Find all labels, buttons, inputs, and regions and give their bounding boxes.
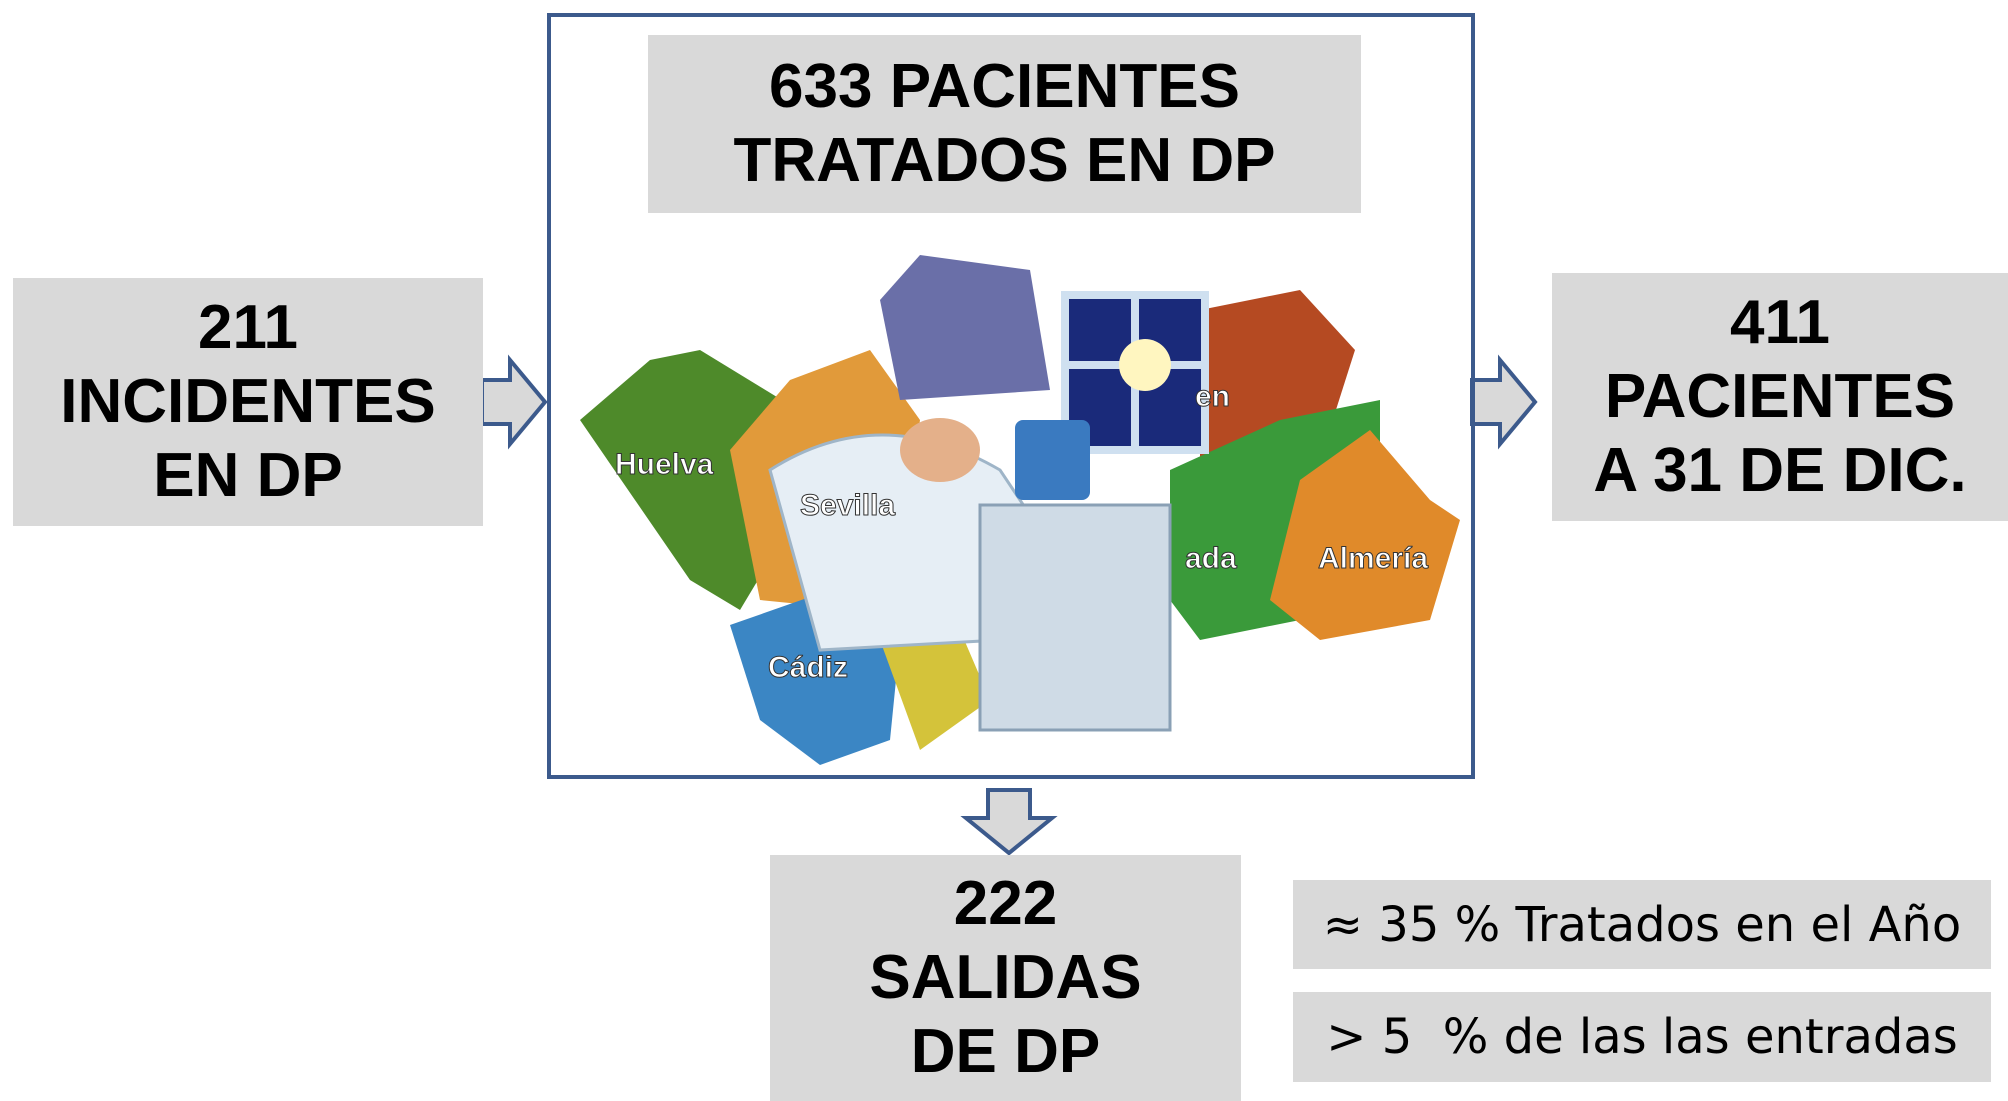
pacientes-box: 411 PACIENTES A 31 DE DIC.	[1552, 273, 2008, 521]
text-line: PACIENTES	[1604, 362, 1956, 431]
text-line: DE DP	[910, 1017, 1101, 1086]
text-line: TRATADOS EN DP	[733, 126, 1276, 195]
text-line: A 31 DE DIC.	[1593, 436, 1967, 505]
note: > 5 % de las las entradas	[1293, 992, 1991, 1082]
map-label: Huelva	[615, 448, 714, 481]
center-frame	[547, 13, 1475, 779]
text-line: 411	[1729, 288, 1831, 357]
tratados-box: 633 PACIENTES TRATADOS EN DP	[648, 35, 1361, 213]
map-label: Sevilla	[800, 489, 895, 522]
text-line: 633 PACIENTES	[769, 52, 1240, 121]
map-label: Almería	[1318, 542, 1428, 575]
text-line: SALIDAS	[869, 943, 1142, 1012]
arrow-down	[960, 788, 1058, 856]
map-label: ada	[1185, 542, 1237, 575]
salidas-box: 222 SALIDAS DE DP	[770, 855, 1241, 1101]
map-label: en	[1195, 380, 1230, 413]
text-line: 211	[197, 293, 299, 362]
arrow-right	[1470, 354, 1538, 450]
incidentes-box: 211 INCIDENTES EN DP	[13, 278, 483, 526]
note: ≈ 35 % Tratados en el Año	[1293, 880, 1991, 969]
text-line: EN DP	[153, 441, 343, 510]
map-illustration: Huelva Sevilla Cádiz Almería en ada	[580, 255, 1460, 765]
arrow-right	[480, 354, 548, 450]
text-line: INCIDENTES	[60, 367, 436, 436]
map-label: Cádiz	[768, 651, 848, 684]
text-line: 222	[953, 869, 1058, 938]
